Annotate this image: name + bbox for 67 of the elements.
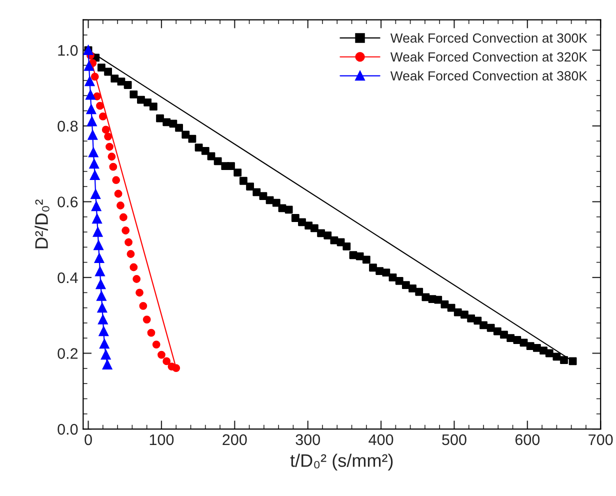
x-tick-label: 300 xyxy=(296,434,320,446)
point xyxy=(116,202,124,210)
point xyxy=(94,253,104,264)
point xyxy=(102,126,110,134)
point xyxy=(96,102,104,110)
point xyxy=(122,226,130,234)
point xyxy=(98,314,108,324)
x-tick-label: 500 xyxy=(442,434,466,446)
point xyxy=(87,116,97,126)
point xyxy=(108,152,116,161)
point xyxy=(90,170,100,180)
point xyxy=(95,266,105,276)
point xyxy=(92,214,102,224)
point xyxy=(100,350,111,360)
point xyxy=(98,112,107,120)
point xyxy=(162,357,171,366)
point xyxy=(132,275,141,283)
point xyxy=(90,189,100,199)
y-tick-label: 0.6 xyxy=(58,196,78,208)
point xyxy=(126,250,135,258)
y-tick-label: 0.0 xyxy=(58,424,78,435)
x-tick-label: 100 xyxy=(150,434,174,446)
legend-label: Weak Forced Convection at 380K xyxy=(390,70,588,81)
y-tick-label: 1.0 xyxy=(58,45,78,56)
point xyxy=(98,326,109,336)
legend-label: Weak Forced Convection at 320K xyxy=(390,52,588,62)
legend-label: Weak Forced Convection at 300K xyxy=(390,33,588,43)
x-tick-label: 700 xyxy=(588,434,613,446)
point xyxy=(84,76,95,86)
point xyxy=(84,61,94,71)
x-tick-label: 400 xyxy=(368,434,394,446)
point xyxy=(94,240,104,250)
x-tick-label: 0 xyxy=(84,434,92,446)
point xyxy=(109,162,118,171)
point xyxy=(97,302,108,313)
point xyxy=(119,213,128,222)
point xyxy=(106,142,114,151)
point xyxy=(96,291,106,301)
point xyxy=(86,90,96,100)
x-axis-title: t/D₀² (s/mm²) xyxy=(290,454,393,471)
point xyxy=(102,360,112,370)
point xyxy=(89,158,99,169)
point xyxy=(142,316,151,324)
point xyxy=(147,328,156,337)
point xyxy=(100,338,110,349)
point xyxy=(92,227,103,237)
point xyxy=(152,340,160,348)
point xyxy=(96,279,106,290)
point xyxy=(136,288,144,297)
point xyxy=(88,130,98,140)
point xyxy=(124,238,132,246)
point xyxy=(91,201,102,212)
y-tick-label: 0.8 xyxy=(58,120,78,132)
y-tick-label: 0.2 xyxy=(58,348,78,359)
x-tick-label: 600 xyxy=(515,434,540,446)
point xyxy=(158,350,166,359)
y-axis-title: D²/D₀² xyxy=(34,199,50,248)
point xyxy=(86,104,96,114)
point xyxy=(88,148,98,158)
point xyxy=(114,190,122,198)
point xyxy=(104,132,112,140)
y-tick-label: 0.4 xyxy=(58,272,78,284)
point xyxy=(139,302,148,310)
point xyxy=(130,263,138,272)
point xyxy=(112,176,120,184)
point xyxy=(172,364,180,372)
x-tick-label: 200 xyxy=(222,434,247,446)
